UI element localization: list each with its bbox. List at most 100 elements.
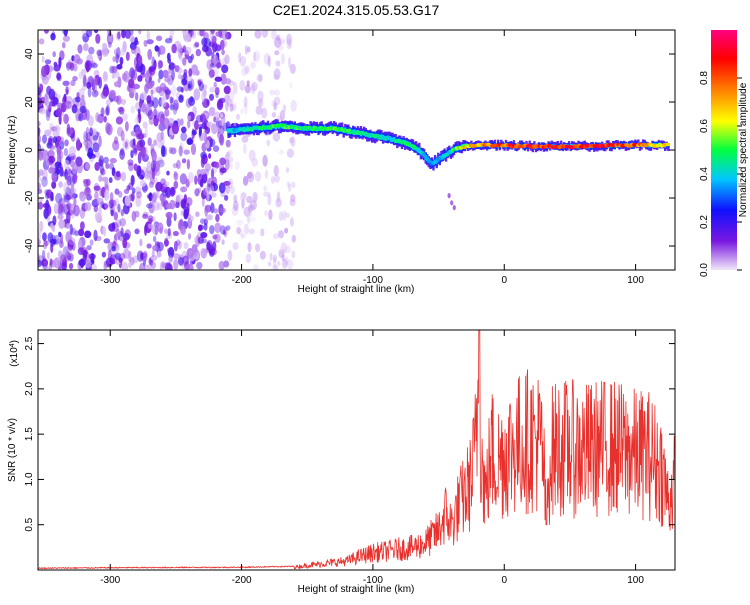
noise-dot bbox=[76, 161, 84, 174]
noise-dot bbox=[234, 160, 240, 171]
noise-dot bbox=[152, 235, 157, 243]
noise-dot bbox=[120, 227, 124, 237]
noise-dot bbox=[85, 162, 91, 170]
noise-dot bbox=[173, 172, 179, 181]
noise-dot bbox=[209, 86, 216, 93]
ridge-core bbox=[665, 142, 670, 147]
noise-dot bbox=[99, 188, 103, 197]
noise-dot bbox=[168, 255, 173, 263]
noise-dot bbox=[103, 71, 108, 81]
noise-dot bbox=[286, 33, 293, 46]
noise-dot bbox=[144, 264, 152, 270]
noise-dot bbox=[238, 52, 242, 63]
ridge-halo bbox=[556, 141, 560, 149]
noise-dot bbox=[187, 115, 192, 121]
noise-dot bbox=[201, 90, 205, 103]
noise-dot bbox=[39, 107, 47, 115]
noise-dot bbox=[53, 65, 61, 72]
noise-dot bbox=[153, 59, 157, 70]
noise-dot bbox=[258, 98, 264, 108]
noise-dot bbox=[188, 68, 193, 77]
noise-dot bbox=[59, 140, 65, 150]
noise-dot bbox=[63, 148, 69, 157]
noise-dot bbox=[41, 65, 48, 78]
noise-dot bbox=[197, 224, 203, 232]
noise-dot bbox=[116, 228, 120, 238]
noise-dot bbox=[206, 59, 213, 70]
noise-dot bbox=[213, 116, 217, 123]
noise-dot bbox=[187, 263, 194, 270]
noise-dot bbox=[214, 233, 221, 243]
noise-dot bbox=[38, 201, 44, 210]
noise-dot bbox=[67, 239, 74, 251]
noise-dot bbox=[103, 156, 109, 164]
noise-dot bbox=[66, 211, 71, 224]
chart-title: C2E1.2024.315.05.53.G17 bbox=[273, 2, 440, 18]
noise-dot bbox=[219, 134, 225, 146]
noise-dot bbox=[46, 205, 52, 217]
noise-dot bbox=[142, 213, 149, 219]
noise-dot bbox=[213, 81, 217, 88]
noise-dot bbox=[49, 122, 54, 133]
noise-dot bbox=[164, 38, 173, 44]
noise-dot bbox=[53, 203, 59, 214]
noise-dot bbox=[73, 204, 80, 217]
snr-panel: -300 -200 -100 0 100 0.5 1.0 1.5 2.0 2.5 Height … bbox=[7, 329, 676, 595]
noise-dot bbox=[232, 242, 239, 251]
noise-dot bbox=[173, 240, 178, 252]
noise-dot bbox=[215, 213, 220, 223]
noise-dot bbox=[290, 194, 296, 203]
noise-dot bbox=[62, 80, 70, 87]
noise-dot bbox=[243, 96, 248, 108]
noise-dot bbox=[92, 142, 100, 153]
noise-dot bbox=[143, 250, 148, 262]
noise-dot bbox=[42, 249, 46, 260]
noise-dot bbox=[135, 126, 141, 134]
noise-dot bbox=[227, 90, 235, 102]
noise-dot bbox=[203, 218, 208, 226]
noise-dot bbox=[110, 199, 114, 209]
noise-dot bbox=[109, 89, 116, 99]
noise-dot bbox=[66, 252, 72, 261]
noise-dot bbox=[264, 169, 269, 179]
noise-dot bbox=[65, 194, 72, 201]
noise-dot bbox=[134, 228, 140, 235]
noise-dot bbox=[48, 144, 56, 150]
noise-dot bbox=[117, 31, 121, 40]
noise-dot bbox=[267, 55, 271, 67]
noise-dot bbox=[123, 70, 130, 83]
noise-dot bbox=[109, 157, 117, 164]
noise-dot bbox=[69, 262, 74, 270]
noise-dot bbox=[284, 256, 289, 265]
noise-dot bbox=[186, 138, 193, 146]
noise-dot bbox=[48, 167, 56, 174]
noise-dot bbox=[280, 53, 285, 65]
noise-dot bbox=[44, 59, 52, 65]
noise-dot bbox=[167, 246, 175, 259]
noise-dot bbox=[121, 30, 126, 39]
heatmap-x-tick-label: 0 bbox=[501, 275, 507, 286]
snr-x-tick-label: 100 bbox=[627, 575, 644, 586]
ridge-fragment bbox=[452, 205, 456, 211]
noise-dot bbox=[195, 48, 201, 57]
heatmap-y-ticks: -40 -20 0 20 40 bbox=[24, 48, 675, 253]
noise-dot bbox=[48, 104, 52, 113]
noise-dot bbox=[52, 215, 57, 226]
noise-dot bbox=[122, 138, 130, 151]
noise-dot bbox=[101, 251, 107, 258]
noise-dot bbox=[167, 227, 171, 237]
noise-dot bbox=[102, 203, 108, 210]
noise-dot bbox=[47, 101, 53, 109]
noise-dot bbox=[289, 63, 296, 74]
noise-dot bbox=[223, 180, 231, 186]
noise-dot bbox=[169, 30, 175, 37]
noise-dot bbox=[200, 232, 208, 239]
noise-dot bbox=[179, 173, 187, 185]
noise-dot bbox=[58, 203, 64, 214]
noise-dot bbox=[161, 189, 169, 198]
colorbar-tick-label: 0.0 bbox=[699, 263, 710, 277]
noise-dot bbox=[246, 195, 253, 204]
noise-dot bbox=[250, 61, 256, 69]
noise-dot bbox=[225, 225, 231, 231]
noise-dot bbox=[204, 205, 209, 217]
